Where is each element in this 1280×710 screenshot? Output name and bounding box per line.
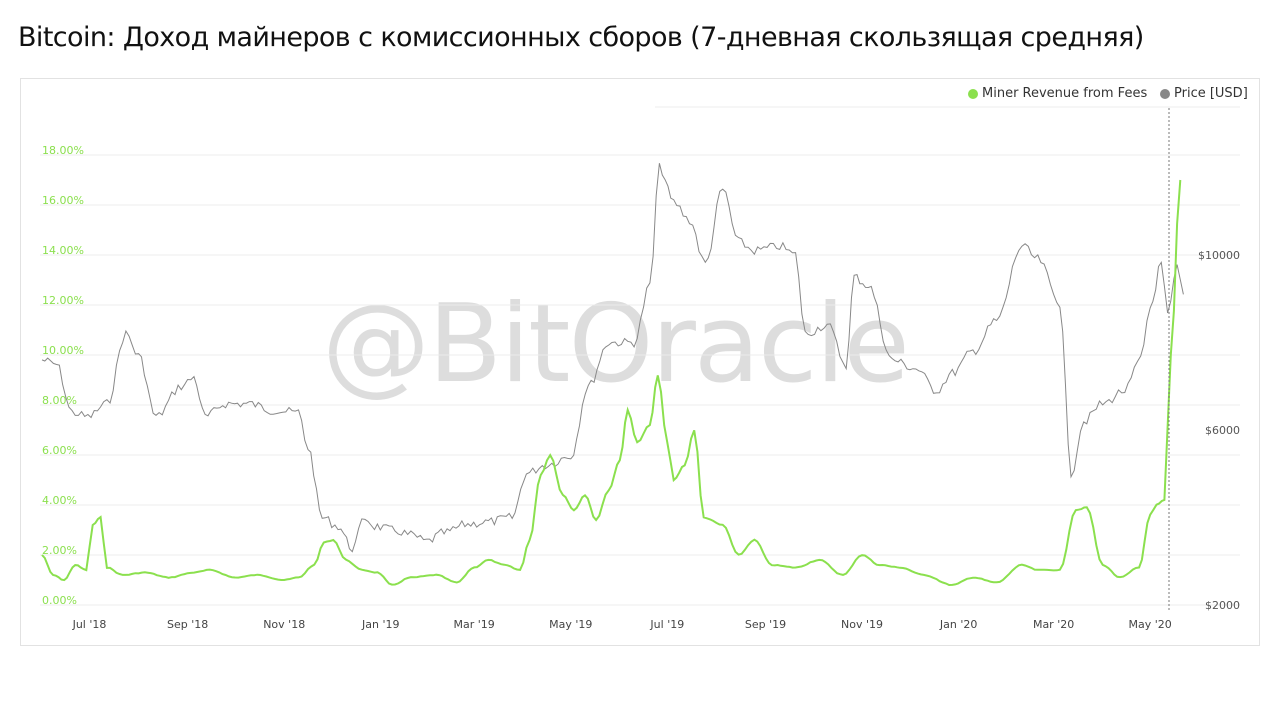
x-tick-label: Sep '18 xyxy=(167,618,208,631)
x-tick-label: Jul '19 xyxy=(649,618,684,631)
legend-item-fees[interactable]: Miner Revenue from Fees xyxy=(968,86,1147,101)
y-left-tick-label: 8.00% xyxy=(42,394,77,407)
y-left-tick-label: 4.00% xyxy=(42,494,77,507)
series-fees-line xyxy=(41,179,1182,587)
legend-label-price: Price [USD] xyxy=(1174,86,1248,101)
y-left-tick-label: 6.00% xyxy=(42,444,77,457)
chart-frame xyxy=(20,78,1260,646)
x-tick-label: May '19 xyxy=(549,618,592,631)
x-tick-label: Jan '19 xyxy=(361,618,399,631)
price-legend-dot-icon xyxy=(1160,88,1170,99)
y-left-tick-label: 10.00% xyxy=(42,344,84,357)
y-left-tick-label: 18.00% xyxy=(42,144,84,157)
x-tick-label: Jan '20 xyxy=(939,618,977,631)
x-tick-label: Mar '19 xyxy=(454,618,495,631)
y-right-tick-label: $2000 xyxy=(1205,599,1240,612)
legend-item-price[interactable]: Price [USD] xyxy=(1160,86,1248,101)
y-left-tick-label: 16.00% xyxy=(42,194,84,207)
series-price-line xyxy=(41,163,1184,553)
x-tick-label: Nov '19 xyxy=(841,618,883,631)
y-right-tick-label: $10000 xyxy=(1198,249,1240,262)
y-left-tick-label: 0.00% xyxy=(42,594,77,607)
x-tick-label: Sep '19 xyxy=(745,618,786,631)
x-tick-label: Mar '20 xyxy=(1033,618,1074,631)
y-left-tick-label: 2.00% xyxy=(42,544,77,557)
y-right-tick-label: $6000 xyxy=(1205,424,1240,437)
x-tick-label: Jul '18 xyxy=(72,618,107,631)
chart-title: Bitcoin: Доход майнеров с комиссионных с… xyxy=(18,22,1144,53)
y-left-tick-label: 12.00% xyxy=(42,294,84,307)
fees-legend-dot-icon xyxy=(968,88,978,99)
legend-label-fees: Miner Revenue from Fees xyxy=(982,86,1148,101)
y-left-tick-label: 14.00% xyxy=(42,244,84,257)
watermark: @BitOracle xyxy=(322,282,910,407)
x-tick-label: Nov '18 xyxy=(263,618,305,631)
x-tick-label: May '20 xyxy=(1129,618,1172,631)
